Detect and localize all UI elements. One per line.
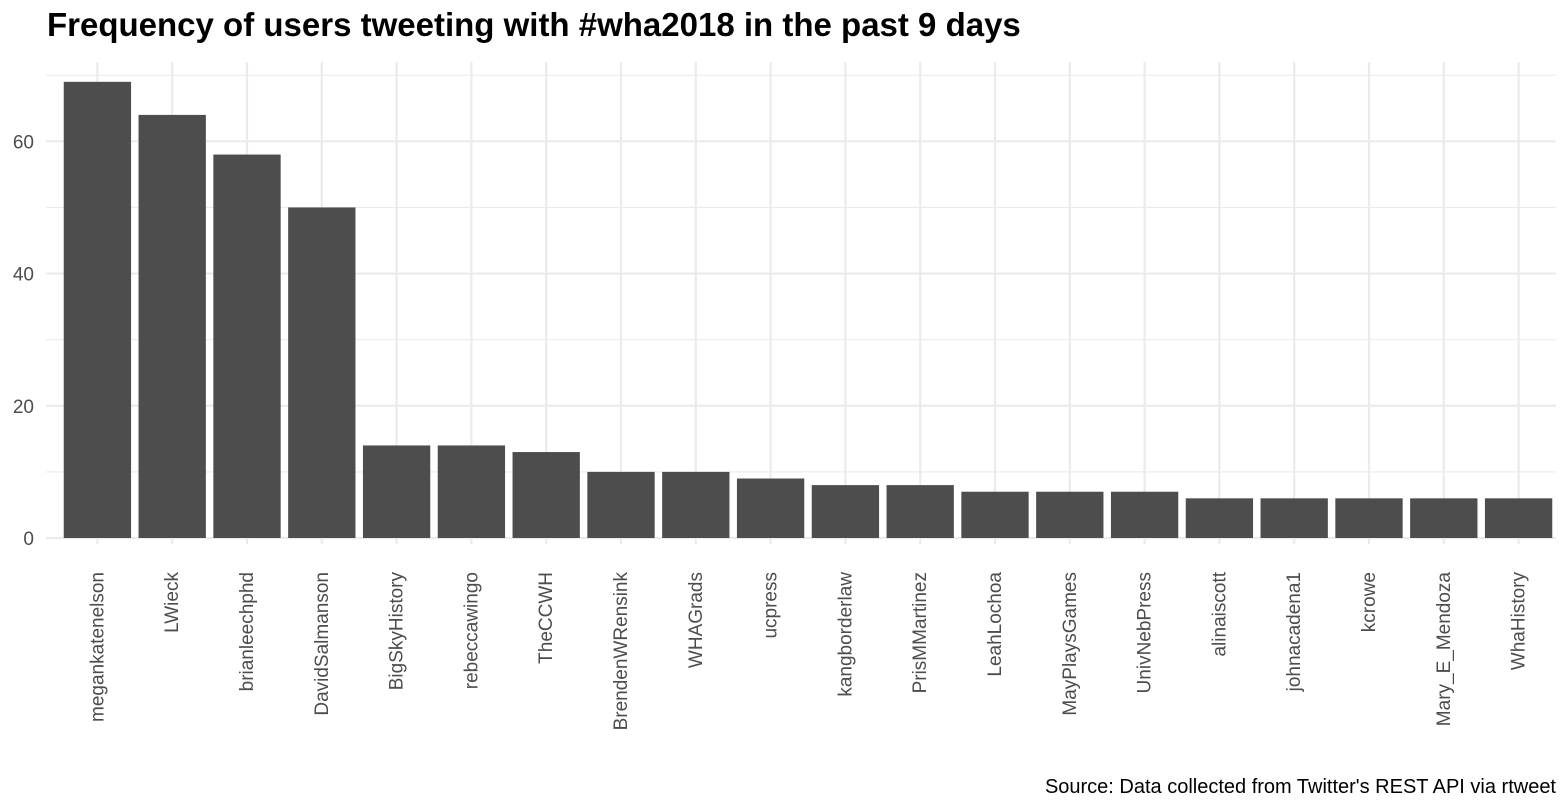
bar-ucpress <box>736 478 805 538</box>
x-tick-label: WhaHistory <box>1509 572 1530 671</box>
bar-Mary_E_Mendoza <box>1410 498 1478 538</box>
x-tick-label: BigSkyHistory <box>387 572 408 691</box>
bar-WhaHistory <box>1484 498 1553 538</box>
bar-johnacadena1 <box>1260 498 1328 538</box>
x-tick-label: TheCCWH <box>536 572 557 664</box>
bar-brianleechphd <box>213 154 281 539</box>
x-tick-label: rebeccawingo <box>461 572 482 689</box>
bar-DavidSalmanson <box>288 207 356 538</box>
y-axis-tick-labels: 0 20 40 60 <box>13 132 34 550</box>
x-tick-label: DavidSalmanson <box>312 572 333 716</box>
x-tick-label: MayPlaysGames <box>1060 572 1081 716</box>
bar-megankatenelson <box>63 81 132 538</box>
x-tick-label: kangborderlaw <box>835 572 856 697</box>
bar-alinaiscott <box>1185 498 1254 538</box>
chart-caption: Source: Data collected from Twitter's RE… <box>1044 776 1556 798</box>
x-tick-label: Mary_E_Mendoza <box>1434 572 1455 727</box>
y-tick-label: 20 <box>13 397 34 418</box>
x-tick-label: LWieck <box>162 572 183 633</box>
x-tick-label: BrendenWRensink <box>611 572 632 731</box>
x-tick-label: megankatenelson <box>87 572 108 722</box>
x-tick-label: brianleechphd <box>237 572 258 691</box>
bar-rebeccawingo <box>437 445 506 538</box>
x-tick-label: ucpress <box>761 572 782 639</box>
x-tick-label: PrisMMartinez <box>910 572 931 693</box>
bar-UnivNebPress <box>1110 491 1179 538</box>
x-tick-label: kcrowe <box>1359 572 1380 632</box>
chart-title: Frequency of users tweeting with #wha201… <box>47 6 1021 43</box>
bar-WHAGrads <box>662 471 730 538</box>
bar-LeahLochoa <box>961 491 1029 538</box>
x-tick-label: UnivNebPress <box>1135 572 1156 693</box>
bar-PrisMMartinez <box>886 485 954 538</box>
bar-BrendenWRensink <box>587 471 655 538</box>
y-tick-label: 60 <box>13 132 34 153</box>
bar-BigSkyHistory <box>362 445 431 538</box>
bar-TheCCWH <box>512 452 580 538</box>
x-tick-label: alinaiscott <box>1209 571 1230 656</box>
bar-MayPlaysGames <box>1036 491 1104 538</box>
x-tick-label: johnacadena1 <box>1284 572 1305 692</box>
y-tick-label: 40 <box>13 265 34 286</box>
bar-LWieck <box>138 114 206 538</box>
bars <box>63 81 1553 539</box>
x-tick-label: WHAGrads <box>686 572 707 668</box>
x-axis-tick-labels: megankatenelson LWieck brianleechphd DavidS… <box>87 571 1529 730</box>
x-tick-label: LeahLochoa <box>985 572 1006 677</box>
bar-kangborderlaw <box>811 485 880 538</box>
y-tick-label: 0 <box>23 529 34 550</box>
bar-kcrowe <box>1335 498 1403 538</box>
